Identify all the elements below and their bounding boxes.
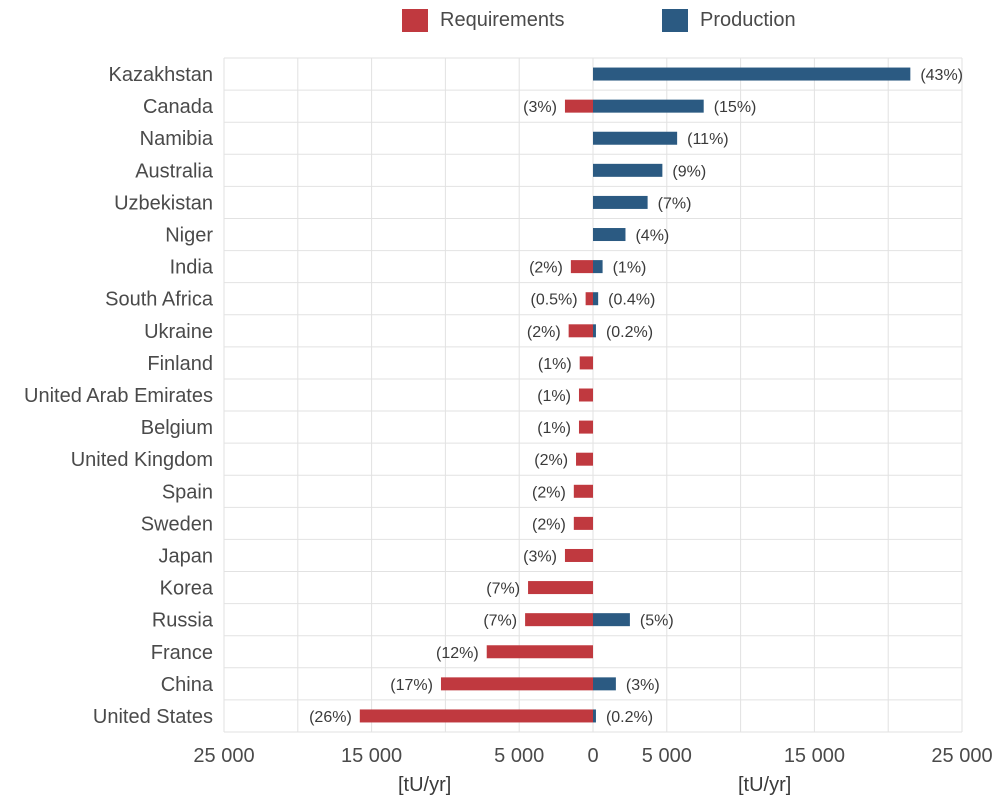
legend-item-production: Production [662, 4, 796, 36]
category-label: China [161, 674, 214, 696]
data-label-production: (7%) [658, 195, 692, 212]
bar-requirements [579, 356, 593, 370]
x-axis-unit-left: [tU/yr] [398, 774, 452, 796]
data-label-requirements: (2%) [532, 484, 566, 501]
data-label-requirements: (2%) [534, 452, 568, 469]
category-label: Russia [152, 610, 214, 632]
bar-requirements [486, 645, 593, 659]
data-label-production: (1%) [613, 260, 647, 277]
bar-production [593, 67, 911, 81]
category-label: Ukraine [144, 321, 213, 343]
data-label-requirements: (26%) [309, 709, 352, 726]
x-axis-unit-right: [tU/yr] [738, 774, 792, 796]
bar-production [593, 99, 704, 113]
x-tick-label: 5 000 [494, 745, 544, 767]
category-label: Belgium [141, 417, 213, 439]
category-label: United Kingdom [71, 449, 213, 471]
data-label-requirements: (1%) [538, 356, 572, 373]
bar-production [593, 195, 648, 209]
x-tick-label: 25 000 [193, 745, 254, 767]
data-label-requirements: (2%) [527, 324, 561, 341]
data-label-requirements: (2%) [532, 516, 566, 533]
data-label-requirements: (0.5%) [530, 292, 577, 309]
data-label-requirements: (2%) [529, 260, 563, 277]
data-label-requirements: (1%) [537, 420, 571, 437]
legend-label-requirements: Requirements [440, 8, 565, 31]
data-label-production: (9%) [672, 163, 706, 180]
category-label: India [170, 257, 214, 279]
category-label: United Arab Emirates [24, 385, 213, 407]
bar-requirements [578, 388, 593, 402]
bar-requirements [573, 484, 593, 498]
x-tick-label: 25 000 [931, 745, 992, 767]
category-label: Japan [159, 545, 214, 567]
data-label-production: (4%) [635, 228, 669, 245]
category-label: France [151, 642, 213, 664]
data-label-production: (0.2%) [606, 709, 653, 726]
data-label-requirements: (1%) [537, 388, 571, 405]
bar-production [593, 163, 663, 177]
data-label-requirements: (7%) [486, 581, 520, 598]
bar-requirements [564, 548, 593, 562]
chart-legend: Requirements Production [0, 4, 1004, 36]
category-label: South Africa [105, 289, 214, 311]
data-label-production: (0.4%) [608, 292, 655, 309]
bar-production [593, 709, 596, 723]
bar-requirements [585, 292, 593, 306]
bar-production [593, 228, 626, 242]
data-label-requirements: (3%) [523, 548, 557, 565]
data-label-production: (11%) [687, 131, 729, 148]
x-tick-label: 5 000 [642, 745, 692, 767]
category-label: Sweden [141, 513, 213, 535]
bar-requirements [564, 99, 593, 113]
bar-requirements [573, 516, 593, 530]
data-label-production: (43%) [920, 67, 963, 84]
bar-production [593, 677, 616, 691]
category-label: Spain [162, 481, 213, 503]
data-label-requirements: (17%) [390, 677, 433, 694]
category-label: Canada [143, 96, 214, 118]
legend-swatch-production [662, 8, 688, 32]
category-label: Australia [135, 160, 214, 182]
bar-requirements [525, 613, 593, 627]
bar-production [593, 613, 630, 627]
data-label-production: (5%) [640, 613, 674, 630]
bar-requirements [528, 581, 593, 595]
legend-label-production: Production [700, 8, 796, 31]
x-tick-label: 15 000 [784, 745, 845, 767]
data-label-requirements: (3%) [523, 99, 557, 116]
data-label-production: (0.2%) [606, 324, 653, 341]
category-label: Namibia [140, 128, 214, 150]
x-tick-label: 15 000 [341, 745, 402, 767]
bar-requirements [568, 324, 593, 338]
data-label-production: (15%) [714, 99, 757, 116]
category-label: Finland [147, 353, 213, 375]
data-label-requirements: (12%) [436, 645, 479, 662]
bar-production [593, 131, 678, 145]
bar-requirements [576, 452, 593, 466]
category-label: Korea [160, 578, 214, 600]
data-label-production: (3%) [626, 677, 660, 694]
x-tick-label: 0 [587, 745, 598, 767]
data-label-requirements: (7%) [483, 613, 517, 630]
bar-requirements [578, 420, 593, 434]
category-label: Niger [165, 225, 213, 247]
bar-production [593, 324, 596, 338]
bar-requirements [570, 260, 593, 274]
bar-requirements [440, 677, 593, 691]
category-label: United States [93, 706, 213, 728]
bar-production [593, 292, 599, 306]
legend-swatch-requirements [402, 8, 428, 32]
bar-requirements [359, 709, 593, 723]
category-label: Uzbekistan [114, 192, 213, 214]
category-label: Kazakhstan [108, 64, 213, 86]
legend-item-requirements: Requirements [402, 4, 565, 36]
bar-production [593, 260, 603, 274]
